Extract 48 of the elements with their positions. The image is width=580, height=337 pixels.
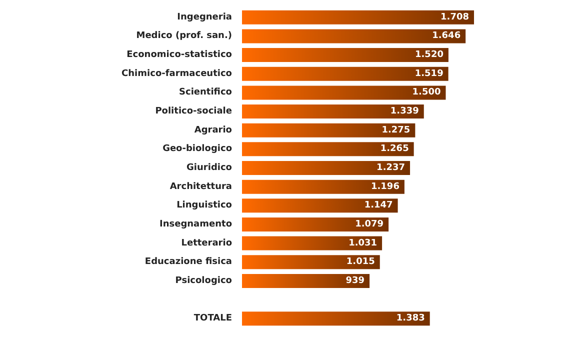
y-tick-label: Insegnamento: [159, 219, 232, 230]
y-tick-label: Agrario: [194, 125, 232, 136]
y-tick-label: Architettura: [170, 182, 232, 192]
y-tick-label: Linguistico: [176, 200, 232, 211]
data-label: 1.383: [396, 314, 425, 324]
bar: [242, 255, 380, 270]
y-tick-label: Ingegneria: [177, 12, 232, 22]
data-label: 1.708: [440, 12, 469, 22]
y-tick-label: Chimico-farmaceutico: [122, 68, 232, 79]
data-label: 1.646: [432, 31, 461, 42]
data-label: 1.015: [346, 257, 375, 268]
data-label: 1.196: [370, 182, 400, 192]
data-label: 1.265: [380, 144, 409, 154]
data-label: 1.275: [382, 125, 410, 136]
bar: [242, 142, 414, 156]
bar: [242, 274, 370, 288]
y-tick-label: Scientifico: [179, 88, 232, 98]
bar: [242, 312, 430, 326]
bar: [242, 236, 382, 250]
y-tick-label: TOTALE: [194, 314, 232, 324]
y-tick-label: Economico-statistico: [126, 50, 232, 60]
y-tick-label: Educazione fisica: [144, 257, 232, 268]
y-tick-label: Psicologico: [175, 276, 232, 286]
bar: [242, 86, 446, 100]
bar: [242, 123, 416, 138]
data-label: 1.031: [348, 238, 378, 248]
data-label: 1.079: [355, 219, 384, 230]
y-tick-label: Giuridico: [186, 163, 232, 173]
data-label: 1.339: [390, 106, 419, 117]
bar: [242, 217, 389, 232]
data-label: 939: [346, 276, 365, 286]
data-label: 1.500: [412, 88, 441, 98]
bar: [242, 198, 398, 213]
data-label: 1.519: [414, 68, 444, 79]
bar: [242, 10, 474, 24]
data-label: 1.520: [414, 50, 444, 60]
data-label: 1.147: [364, 200, 393, 211]
y-tick-label: Medico (prof. san.): [136, 31, 232, 42]
y-tick-label: Politico-sociale: [155, 106, 232, 117]
y-tick-label: Geo-biologico: [162, 144, 232, 154]
bar: [242, 48, 448, 62]
bar: [242, 180, 404, 194]
y-tick-label: Letterario: [181, 238, 232, 248]
bar: [242, 161, 410, 175]
bar: [242, 29, 466, 44]
bar: [242, 104, 424, 119]
bar: [242, 66, 448, 81]
data-label: 1.237: [376, 163, 406, 173]
